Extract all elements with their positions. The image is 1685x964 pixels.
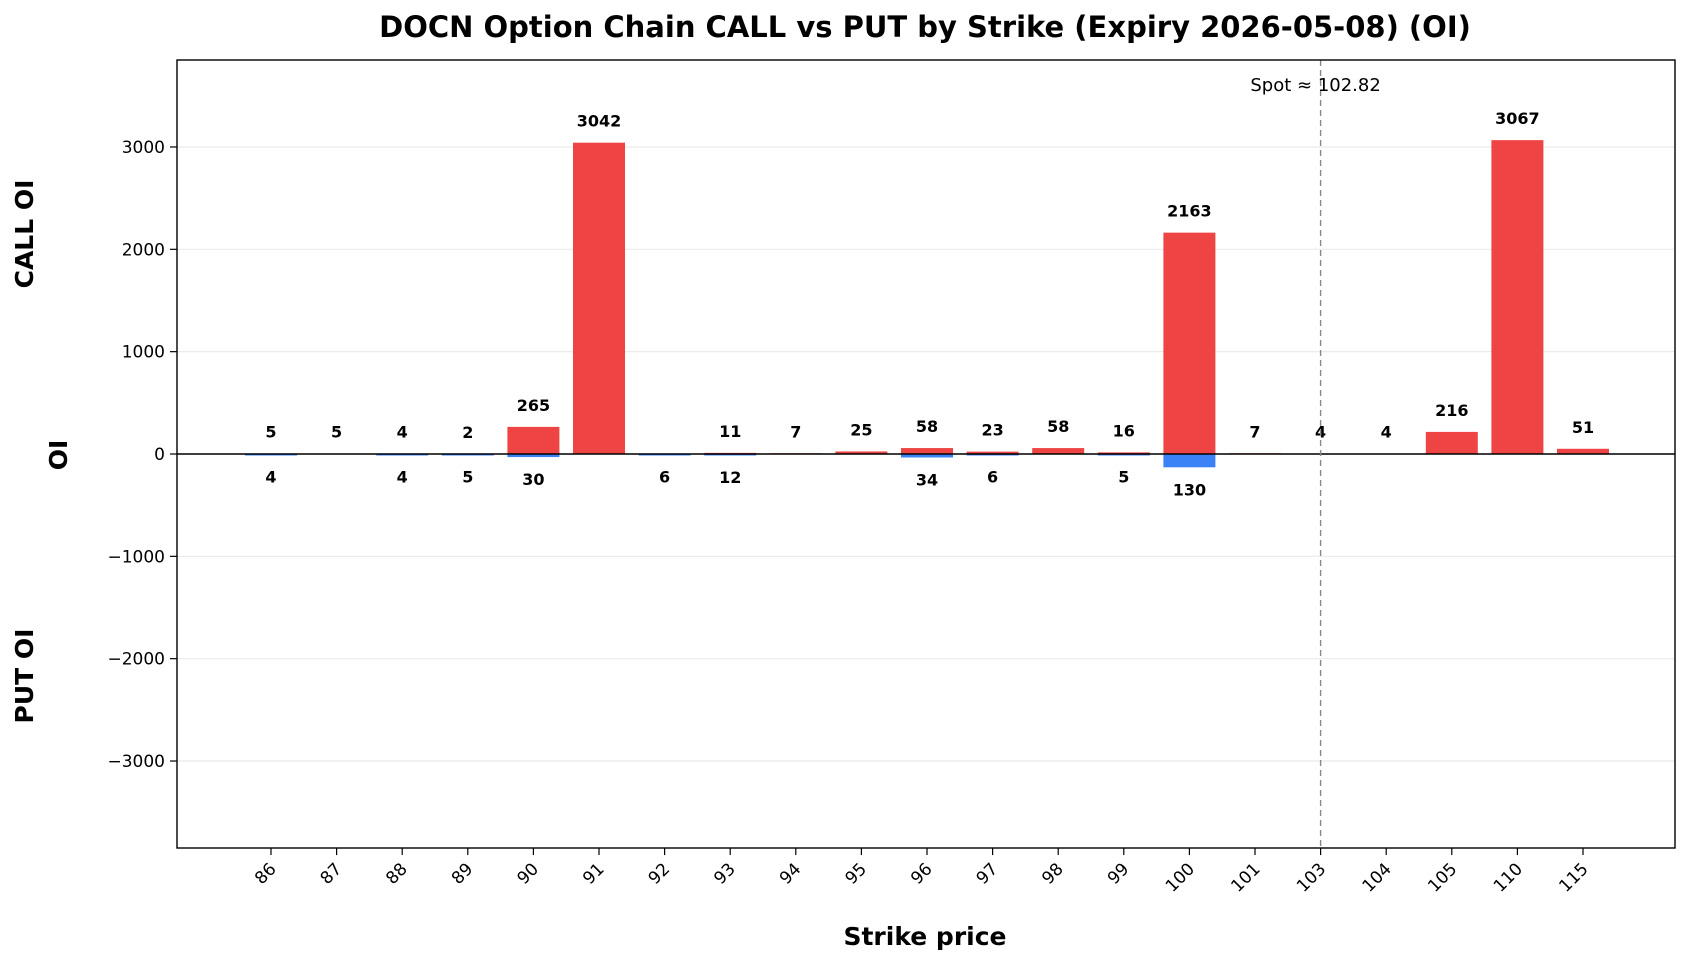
put-bar-label: 34 [916, 470, 938, 489]
call-bar-label: 51 [1572, 418, 1594, 437]
y-axis-label: OI [44, 440, 73, 471]
call-bar-label: 11 [719, 422, 741, 441]
y-tick-label: 1000 [122, 343, 165, 363]
put-bar-label: 130 [1173, 480, 1206, 499]
call-bar [507, 426, 560, 454]
x-tick-label: 94 [776, 859, 805, 888]
y-axis-ticks: 3000 2000 1000 0 −1000 −2000 −3000 [107, 138, 177, 772]
x-tick-label: 110 [1490, 859, 1527, 896]
call-bar-label: 5 [265, 422, 276, 441]
x-tick-label: 98 [1038, 859, 1067, 888]
call-bar [1425, 431, 1478, 454]
put-bar-label: 6 [659, 468, 670, 487]
x-tick-label: 90 [513, 859, 542, 888]
chart-title: DOCN Option Chain CALL vs PUT by Strike … [379, 10, 1471, 44]
x-tick-label: 86 [251, 859, 280, 888]
x-tick-label: 87 [317, 859, 346, 888]
bars [245, 140, 1609, 468]
call-bar-label: 265 [517, 396, 550, 415]
call-bar-label: 216 [1435, 401, 1468, 420]
x-tick-label: 88 [382, 859, 411, 888]
x-tick-label: 105 [1424, 859, 1461, 896]
call-bar-label: 23 [981, 421, 1003, 440]
x-tick-label: 101 [1227, 859, 1264, 896]
call-bar-label: 2 [462, 423, 473, 442]
call-bar [1557, 448, 1609, 454]
x-tick-label: 92 [645, 859, 674, 888]
x-tick-label: 104 [1359, 859, 1396, 896]
x-tick-label: 97 [973, 859, 1002, 888]
y-tick-label: 3000 [122, 138, 165, 158]
put-bar [1163, 454, 1216, 468]
y-axis-label-put: PUT OI [10, 629, 39, 724]
put-bar-label: 4 [397, 467, 408, 486]
put-bar-label: 5 [462, 468, 473, 487]
call-bar-label: 2163 [1167, 202, 1212, 221]
put-bar [901, 454, 953, 458]
call-bar-label: 4 [397, 423, 408, 442]
call-bar-label: 3042 [577, 112, 622, 131]
x-tick-label: 96 [907, 859, 936, 888]
call-bar [901, 448, 953, 454]
call-bar [573, 142, 625, 454]
x-tick-label: 115 [1555, 859, 1592, 896]
x-axis-label: Strike price [843, 922, 1006, 951]
y-axis-label-call: CALL OI [10, 180, 39, 289]
y-tick-label: 2000 [122, 240, 165, 260]
call-bar-label: 3067 [1495, 109, 1540, 128]
call-bar-label: 58 [916, 417, 938, 436]
call-bar [1491, 140, 1544, 455]
put-bar-label: 4 [265, 467, 276, 486]
bar-labels: 5542265304211725582358162163744216306751… [265, 109, 1594, 499]
put-bar-label: 5 [1118, 468, 1129, 487]
call-bar-label: 4 [1381, 423, 1392, 442]
y-tick-label: 0 [154, 445, 165, 465]
y-tick-label: −3000 [107, 752, 165, 772]
call-bar-label: 25 [850, 420, 872, 439]
call-bar [1163, 232, 1216, 454]
x-axis-ticks: 86 87 88 89 90 91 92 93 94 95 96 97 98 99 100 101 103 104… [251, 848, 1593, 896]
call-bar-label: 7 [1249, 422, 1260, 441]
x-tick-label: 100 [1162, 859, 1199, 896]
x-tick-label: 99 [1104, 859, 1133, 888]
put-bar [507, 454, 560, 458]
call-bar-label: 5 [331, 422, 342, 441]
call-bar-label: 58 [1047, 417, 1069, 436]
y-tick-label: −2000 [107, 650, 165, 670]
call-bar [966, 451, 1019, 454]
call-bar-label: 7 [790, 422, 801, 441]
x-tick-label: 89 [448, 859, 477, 888]
call-bar [1032, 448, 1085, 454]
put-bar-label: 6 [987, 468, 998, 487]
put-bar-label: 30 [522, 470, 544, 489]
call-bar [1097, 452, 1150, 454]
call-bar [835, 451, 888, 454]
x-tick-label: 103 [1293, 859, 1330, 896]
x-tick-label: 91 [579, 859, 608, 888]
spot-label: Spot ≈ 102.82 [1250, 75, 1380, 96]
put-bar-label: 12 [719, 468, 741, 487]
y-tick-label: −1000 [107, 547, 165, 567]
x-tick-label: 93 [710, 859, 739, 888]
x-tick-label: 95 [841, 859, 870, 888]
call-bar-label: 16 [1113, 421, 1135, 440]
